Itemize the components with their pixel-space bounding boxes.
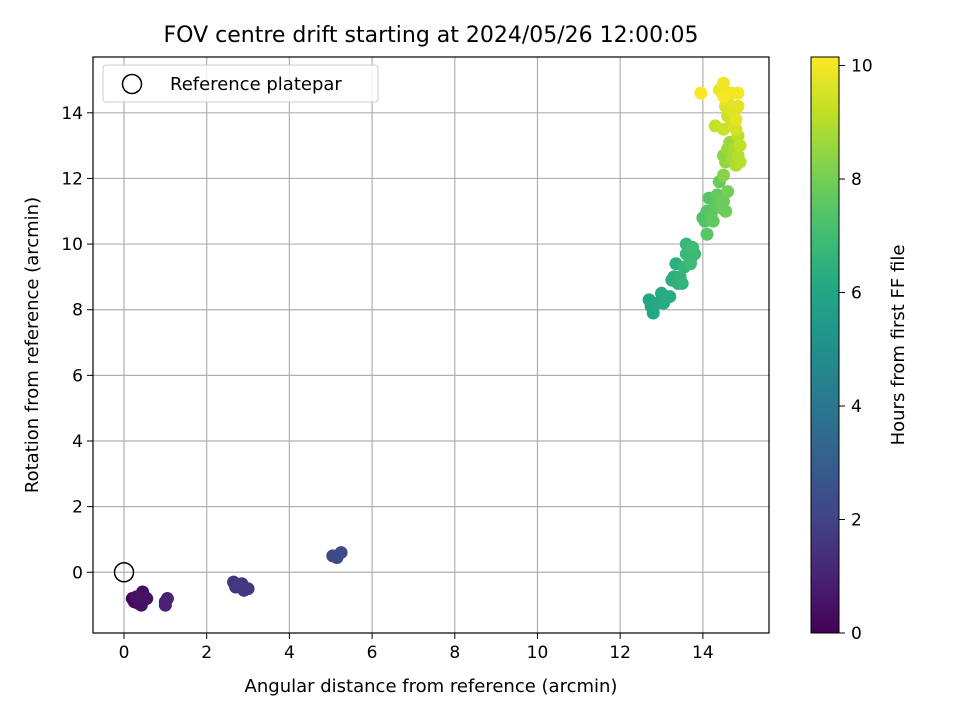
colorbar-gradient: [810, 56, 840, 634]
y-axis-ticks: 0 2 4 6 8 10 12 14: [61, 104, 93, 583]
x-tick-label: 10: [527, 643, 549, 663]
data-point: [733, 155, 747, 169]
y-tick-label: 0: [72, 563, 83, 583]
data-point: [686, 240, 700, 254]
colorbar-tick-label: 10: [851, 57, 873, 77]
data-point: [729, 112, 743, 126]
data-point: [158, 598, 172, 612]
data-point: [241, 582, 255, 596]
data-point: [683, 257, 697, 271]
colorbar-tick-label: 2: [851, 511, 862, 531]
data-point: [717, 89, 731, 103]
data-point: [140, 592, 154, 606]
plot-frame: [92, 56, 770, 634]
x-tick-label: 14: [692, 643, 714, 663]
y-tick-label: 12: [61, 169, 83, 189]
data-point: [733, 139, 747, 153]
data-point: [675, 276, 689, 290]
data-point: [706, 214, 720, 228]
data-point: [721, 185, 735, 199]
y-tick-label: 14: [61, 104, 83, 124]
x-tick-label: 0: [119, 643, 130, 663]
data-point: [717, 168, 731, 182]
data-point: [700, 227, 714, 241]
legend-marker-icon: [121, 73, 143, 95]
data-point: [717, 194, 731, 208]
colorbar-tick-label: 4: [851, 397, 862, 417]
x-tick-label: 2: [201, 643, 212, 663]
colorbar: 0 2 4 6 8 10 Hours from first FF file: [810, 56, 909, 644]
colorbar-ticks: 0 2 4 6 8 10: [839, 57, 873, 644]
colorbar-tick-label: 8: [851, 170, 862, 190]
x-axis-ticks: 0 2 4 6 8 10 12 14: [119, 633, 714, 663]
data-points: [125, 76, 747, 612]
colorbar-tick-label: 0: [851, 624, 862, 644]
data-point: [731, 86, 745, 100]
data-point: [694, 86, 708, 100]
data-point: [646, 306, 660, 320]
reference-platepar-marker: [113, 562, 135, 583]
data-point: [334, 546, 348, 560]
data-point: [731, 99, 745, 113]
x-tick-label: 4: [284, 643, 295, 663]
y-tick-label: 8: [72, 301, 83, 321]
y-tick-label: 6: [72, 366, 83, 386]
x-tick-label: 6: [367, 643, 378, 663]
data-point: [719, 204, 733, 218]
x-axis-label: Angular distance from reference (arcmin): [245, 676, 618, 697]
chart-title: FOV centre drift starting at 2024/05/26 …: [164, 23, 699, 48]
legend: Reference platepar: [102, 64, 379, 103]
legend-box: [102, 64, 379, 103]
y-tick-label: 2: [72, 498, 83, 518]
data-point: [717, 76, 731, 90]
grid-lines: [93, 57, 769, 633]
x-tick-label: 12: [609, 643, 631, 663]
data-point: [129, 590, 143, 604]
legend-entry-reference-platepar: Reference platepar: [170, 74, 342, 95]
y-axis-label: Rotation from reference (arcmin): [22, 197, 43, 493]
y-tick-label: 10: [61, 235, 83, 255]
colorbar-tick-label: 6: [851, 284, 862, 304]
data-point: [231, 578, 245, 592]
x-tick-label: 8: [449, 643, 460, 663]
data-point: [663, 290, 677, 304]
data-point: [729, 122, 743, 136]
colorbar-label: Hours from first FF file: [888, 245, 909, 446]
y-tick-label: 4: [72, 432, 83, 452]
